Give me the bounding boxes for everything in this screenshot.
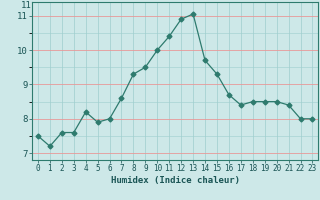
Text: 11: 11: [21, 1, 32, 10]
X-axis label: Humidex (Indice chaleur): Humidex (Indice chaleur): [111, 176, 240, 185]
